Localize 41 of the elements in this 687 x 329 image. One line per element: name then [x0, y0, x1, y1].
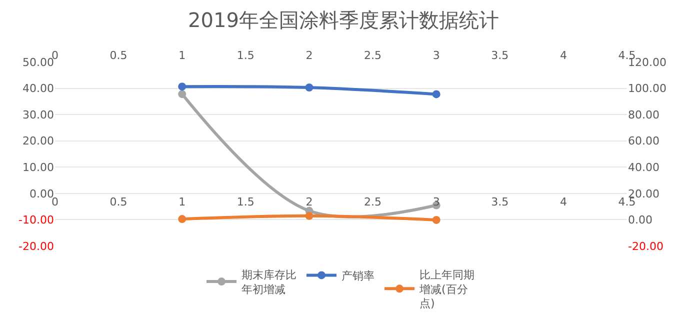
x2-tick-label: 1.5: [236, 195, 254, 208]
x-tick-label: 3.5: [491, 48, 509, 62]
x-tick-label: 2: [306, 48, 313, 62]
y2-tick-label: 120.00: [628, 56, 666, 69]
x-tick-label: 1.5: [236, 48, 254, 62]
y-tick-label: 10.00: [22, 160, 54, 174]
y2-tick-label: 100.00: [628, 82, 666, 96]
y-tick-label: 30.00: [22, 108, 54, 122]
y-tick-label: -20.00: [18, 240, 54, 253]
point: [305, 212, 314, 220]
y2-tick-label: 60.00: [628, 134, 660, 148]
point: [178, 90, 186, 98]
x2-tick-label: 0.5: [110, 195, 128, 208]
x-tick-label: 1: [178, 48, 186, 62]
y-tick-label: 20.00: [22, 134, 54, 148]
y2-tick-label: 80.00: [628, 108, 660, 122]
point: [178, 215, 186, 224]
y2-tick-label: 0.00: [628, 214, 652, 227]
x2-tick-label: 1: [178, 195, 186, 208]
x-tick-label: 4: [560, 48, 567, 62]
point: [432, 90, 440, 98]
point: [305, 84, 314, 92]
legend-label: 期末库存比年初增减: [242, 268, 296, 296]
x2-tick-label: 2: [306, 195, 313, 208]
x-tick-label: 0.5: [110, 48, 128, 62]
legend-label: 比上年同期增减(百分点): [418, 268, 474, 310]
point: [432, 216, 440, 224]
y2-tick-label: -20.00: [628, 240, 664, 253]
x-tick-label: 2.5: [364, 48, 382, 62]
legend-label: 产销率: [342, 270, 374, 283]
y-tick-label: 0.00: [30, 187, 54, 200]
x-tick-label: 3: [432, 48, 440, 62]
y-tick-label: 40.00: [22, 82, 54, 96]
x2-tick-label: 2.5: [364, 195, 382, 208]
point: [178, 82, 186, 91]
y2-tick-label: 40.00: [628, 160, 660, 174]
chart-title: 2019年全国涂料季度累计数据统计: [188, 8, 499, 32]
x2-tick-label: 3.5: [491, 195, 509, 208]
y-tick-label: -10.00: [18, 214, 54, 227]
x2-tick-label: 0: [52, 195, 58, 208]
x2-tick-label: 4: [560, 195, 567, 208]
